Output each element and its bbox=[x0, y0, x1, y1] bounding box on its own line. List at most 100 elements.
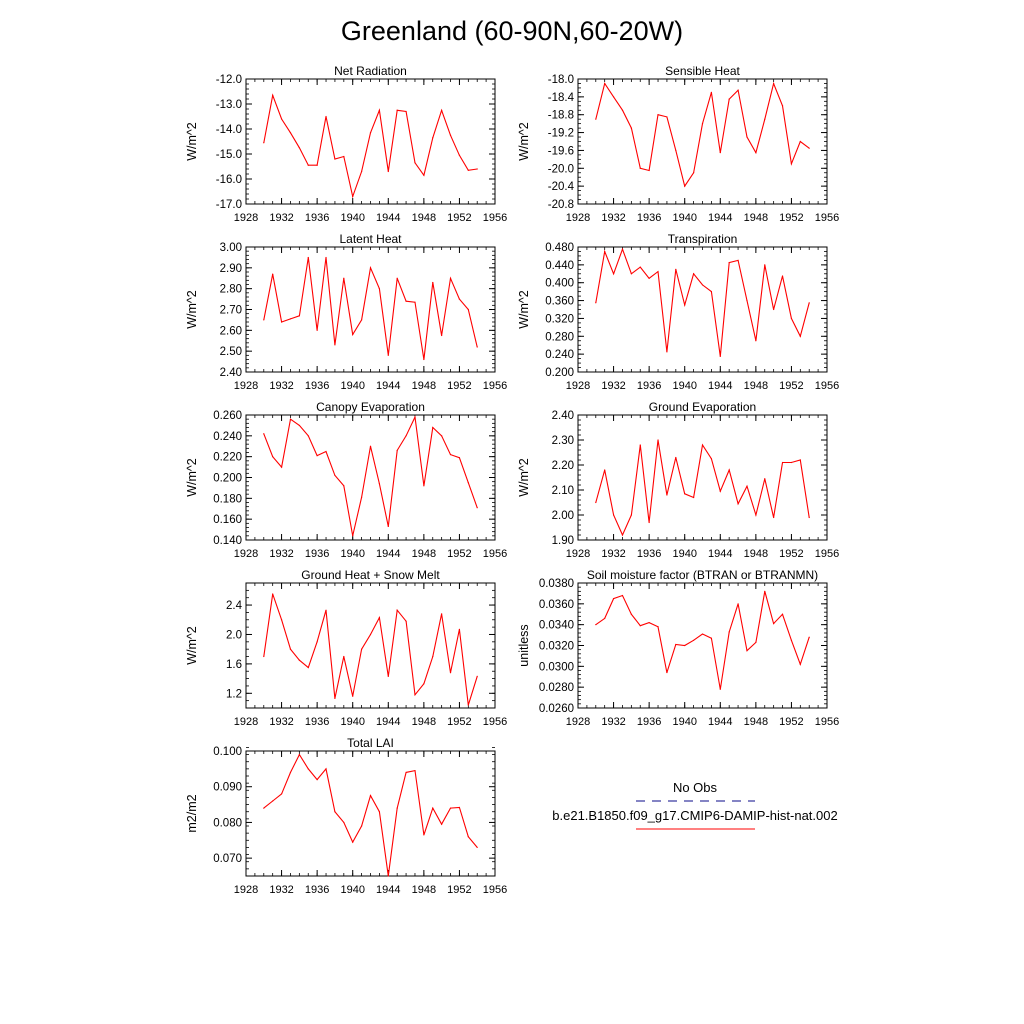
data-point bbox=[316, 455, 318, 457]
data-point bbox=[263, 319, 265, 321]
y-tick-label: 0.100 bbox=[213, 746, 242, 758]
y-tick-label: 0.260 bbox=[213, 410, 242, 422]
x-tick-label: 1928 bbox=[234, 380, 258, 392]
data-point bbox=[612, 514, 615, 516]
y-tick-label: -19.6 bbox=[548, 145, 574, 157]
x-tick-label: 1936 bbox=[305, 716, 329, 728]
data-point bbox=[710, 458, 712, 460]
data-point bbox=[799, 140, 801, 143]
panel-0: 1928 1932 1936 1940 1944 1948 1952 1956 -12.0 -13… bbox=[185, 64, 507, 224]
x-tick-label: 1944 bbox=[376, 884, 400, 896]
panel-5: 1928 1932 1936 1940 1944 1948 1952 1956 2.40 2.30… bbox=[517, 400, 839, 560]
y-tick-label: 1.6 bbox=[226, 659, 242, 671]
y-tick-label: 0.240 bbox=[213, 431, 242, 443]
y-axis-label: unitless bbox=[517, 624, 531, 666]
data-point bbox=[693, 496, 695, 499]
data-point bbox=[808, 147, 810, 149]
x-tick-label: 1944 bbox=[376, 716, 400, 728]
data-point bbox=[604, 250, 606, 253]
y-tick-label: 0.160 bbox=[213, 514, 242, 526]
data-point bbox=[639, 167, 641, 169]
plot-frame bbox=[245, 750, 496, 877]
data-point bbox=[710, 291, 712, 293]
data-point bbox=[458, 628, 461, 630]
x-tick-label: 1948 bbox=[744, 212, 768, 224]
data-point bbox=[604, 469, 606, 471]
data-point bbox=[272, 800, 274, 802]
y-tick-label: 0.080 bbox=[213, 817, 242, 829]
panel-1: 1928 1932 1936 1940 1944 1948 1952 1956 -18.0 -18… bbox=[517, 64, 839, 224]
data-point bbox=[773, 516, 775, 519]
y-tick-label: 2.40 bbox=[220, 367, 242, 379]
data-point bbox=[604, 617, 606, 620]
data-point bbox=[289, 648, 292, 650]
plot-frame bbox=[245, 246, 496, 373]
data-point bbox=[414, 770, 416, 772]
x-tick-label: 1928 bbox=[566, 548, 590, 560]
data-point bbox=[675, 149, 677, 152]
x-tick-label: 1948 bbox=[744, 548, 768, 560]
x-tick-label: 1940 bbox=[672, 548, 696, 560]
data-point bbox=[449, 134, 452, 136]
panel-title: Transpiration bbox=[668, 232, 738, 246]
data-point bbox=[378, 483, 380, 485]
data-point bbox=[781, 613, 784, 615]
data-point bbox=[298, 147, 300, 149]
data-point bbox=[343, 485, 345, 487]
x-tick-label: 1952 bbox=[447, 212, 471, 224]
data-point bbox=[799, 335, 801, 337]
data-point bbox=[684, 304, 686, 306]
series-line bbox=[263, 93, 478, 199]
x-tick-label: 1936 bbox=[637, 716, 661, 728]
x-tick-label: 1948 bbox=[412, 212, 436, 224]
data-point bbox=[467, 704, 469, 706]
x-tick-label: 1936 bbox=[305, 380, 329, 392]
data-point bbox=[441, 334, 443, 337]
data-point bbox=[289, 771, 292, 774]
data-point bbox=[396, 109, 398, 111]
y-tick-label: 0.280 bbox=[545, 331, 574, 343]
x-tick-label: 1956 bbox=[483, 212, 507, 224]
y-tick-label: 0.0280 bbox=[539, 682, 574, 694]
data-point bbox=[378, 616, 380, 619]
data-point bbox=[621, 534, 624, 536]
data-point bbox=[263, 433, 265, 435]
data-point bbox=[441, 435, 443, 437]
data-point bbox=[343, 821, 345, 824]
data-point bbox=[666, 494, 668, 496]
x-tick-label: 1952 bbox=[447, 884, 471, 896]
data-point bbox=[755, 152, 757, 154]
data-point bbox=[449, 453, 452, 456]
data-point bbox=[746, 650, 748, 652]
data-point bbox=[684, 493, 686, 495]
data-point bbox=[728, 262, 730, 264]
x-tick-label: 1936 bbox=[305, 884, 329, 896]
data-point bbox=[657, 270, 659, 273]
panel-6: 1928 1932 1936 1940 1944 1948 1952 1956 2.4 2.0 1.… bbox=[185, 568, 507, 728]
plot-frame bbox=[245, 582, 496, 709]
data-point bbox=[666, 116, 668, 118]
data-point bbox=[719, 152, 721, 154]
data-point bbox=[630, 613, 632, 615]
y-tick-label: -17.0 bbox=[216, 199, 242, 211]
y-tick-label: 2.70 bbox=[220, 305, 242, 317]
data-point bbox=[298, 315, 300, 317]
plot-frame bbox=[577, 582, 828, 709]
x-tick-label: 1952 bbox=[447, 716, 471, 728]
data-point bbox=[298, 659, 300, 661]
data-point bbox=[405, 771, 407, 774]
y-axis-label: m2/m2 bbox=[185, 794, 199, 832]
data-point bbox=[755, 514, 757, 516]
series-line bbox=[263, 257, 478, 360]
data-point bbox=[675, 643, 677, 646]
data-point bbox=[621, 248, 624, 250]
data-point bbox=[272, 273, 274, 275]
x-tick-label: 1940 bbox=[672, 380, 696, 392]
data-point bbox=[808, 516, 810, 519]
data-point bbox=[746, 299, 748, 302]
data-point bbox=[781, 461, 784, 464]
y-tick-label: -20.4 bbox=[548, 181, 575, 193]
data-point bbox=[316, 164, 318, 166]
data-point bbox=[316, 329, 318, 331]
x-tick-label: 1928 bbox=[566, 716, 590, 728]
